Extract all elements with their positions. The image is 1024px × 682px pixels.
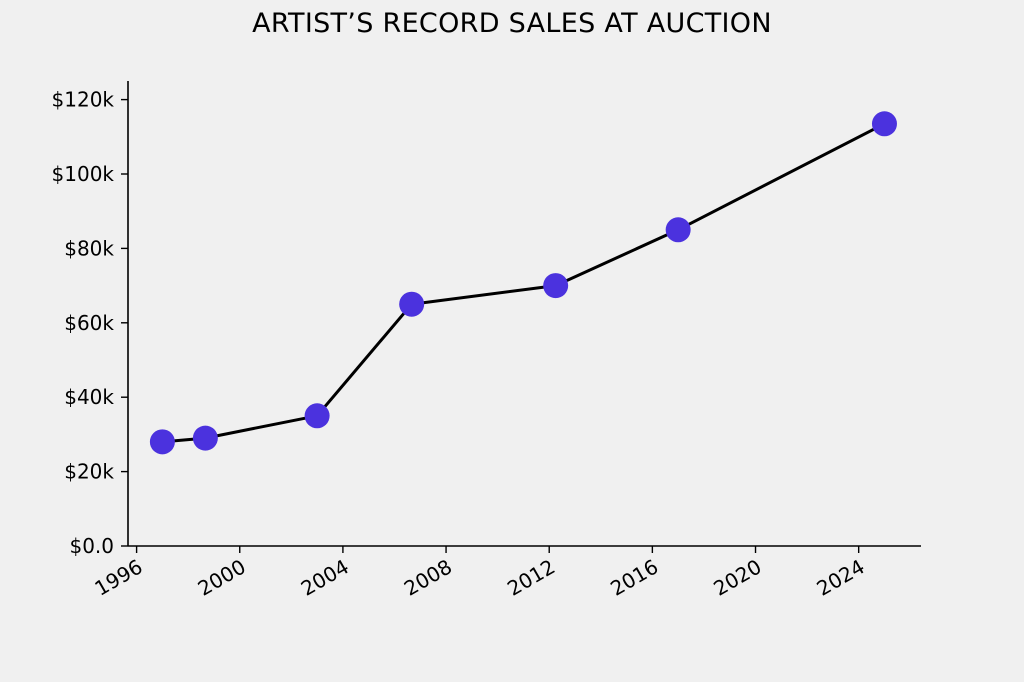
chart-title: ARTIST’S RECORD SALES AT AUCTION	[252, 8, 772, 39]
x-tick-label: 1996	[90, 554, 146, 600]
y-tick-label: $60k	[64, 311, 114, 335]
x-tick-label: 2000	[194, 554, 250, 600]
x-tick-label: 2008	[400, 554, 456, 600]
data-point	[665, 217, 691, 243]
y-tick-label: $80k	[64, 236, 114, 260]
y-tick-label: $120k	[52, 88, 115, 112]
x-tick-label: 2016	[606, 554, 662, 600]
y-tick-label: $20k	[64, 460, 114, 484]
data-point	[399, 291, 425, 317]
series-line	[162, 122, 886, 444]
x-tick-label: 2012	[503, 554, 559, 600]
data-point	[543, 273, 569, 299]
y-tick-label: $0.0	[69, 534, 114, 558]
y-tick-label: $100k	[52, 162, 115, 186]
data-point	[304, 403, 330, 429]
y-tick-label: $40k	[64, 385, 114, 409]
x-tick-label: 2024	[813, 554, 869, 600]
data-point	[192, 425, 218, 451]
data-point	[149, 429, 175, 455]
x-tick-label: 2004	[297, 554, 353, 600]
x-tick-label: 2020	[709, 554, 765, 600]
data-point	[871, 111, 897, 137]
